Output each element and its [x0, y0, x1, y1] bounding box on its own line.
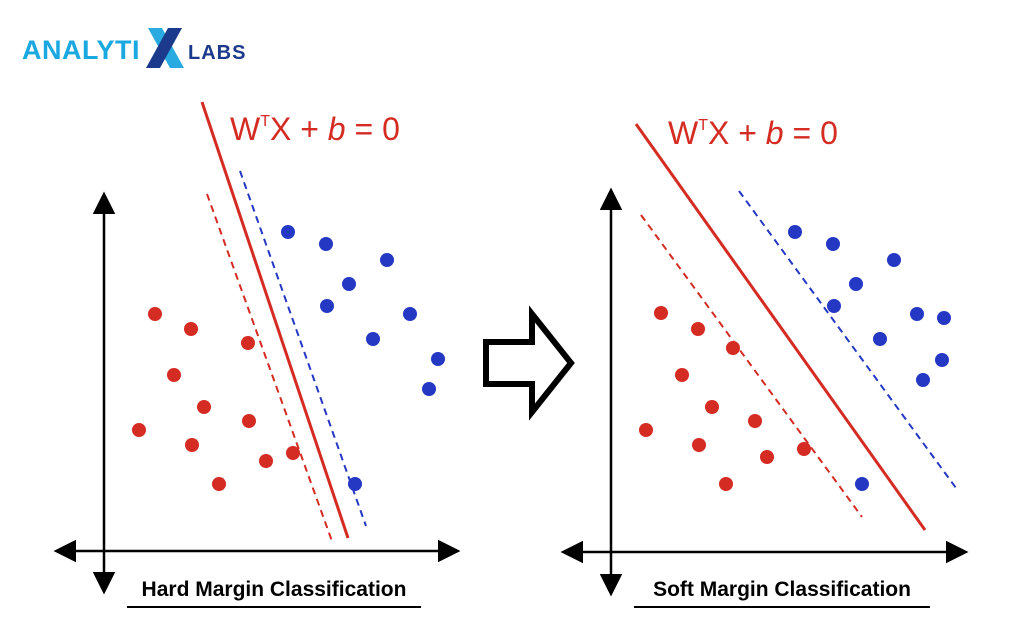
data-point [241, 336, 255, 350]
data-point [691, 322, 705, 336]
hard-margin-caption: Hard Margin Classification [127, 576, 421, 608]
data-point [654, 306, 668, 320]
logo-x-mark-icon [146, 28, 184, 68]
data-point [797, 442, 811, 456]
data-point [639, 423, 653, 437]
data-point [286, 446, 300, 460]
data-point [366, 332, 380, 346]
data-point [132, 423, 146, 437]
data-point [675, 368, 689, 382]
logo-text-right: LABS [188, 42, 246, 64]
soft-hyperplane [634, 123, 927, 531]
data-point [422, 382, 436, 396]
analytix-labs-logo: ANALYTI LABS [22, 28, 246, 68]
data-point [148, 307, 162, 321]
data-point [887, 253, 901, 267]
data-point [910, 307, 924, 321]
data-point [935, 353, 949, 367]
hard-class-a-points [132, 307, 300, 491]
soft-margin-red [640, 214, 863, 518]
hard-hyperplane [200, 101, 350, 539]
data-point [197, 400, 211, 414]
data-point [403, 307, 417, 321]
data-point [184, 322, 198, 336]
hard-class-b-points [281, 225, 445, 491]
data-point [348, 477, 362, 491]
data-point [705, 400, 719, 414]
data-point [748, 414, 762, 428]
data-point [242, 414, 256, 428]
soft-class-b-points [788, 225, 951, 491]
data-point [788, 225, 802, 239]
data-point [873, 332, 887, 346]
hard-margin-red [206, 193, 334, 545]
data-point [937, 311, 951, 325]
right-arrow-outline-icon [483, 305, 575, 421]
data-point [259, 454, 273, 468]
data-point [719, 477, 733, 491]
data-point [760, 450, 774, 464]
data-point [431, 352, 445, 366]
data-point [281, 225, 295, 239]
data-point [827, 299, 841, 313]
data-point [320, 299, 334, 313]
hard-margin-blue [239, 170, 367, 527]
data-point [380, 253, 394, 267]
data-point [212, 477, 226, 491]
soft-class-a-points [639, 306, 811, 491]
soft-margin-panel: WTX + b = 0 [560, 115, 969, 597]
soft-equation: WTX + b = 0 [668, 115, 838, 151]
hard-equation: WTX + b = 0 [230, 111, 400, 147]
data-point [342, 277, 356, 291]
data-point [855, 477, 869, 491]
data-point [319, 237, 333, 251]
logo-text-left: ANALYTI [22, 35, 140, 65]
data-point [185, 438, 199, 452]
data-point [849, 277, 863, 291]
data-point [826, 237, 840, 251]
hard-margin-panel: WTX + b = 0 [53, 101, 461, 595]
data-point [167, 368, 181, 382]
soft-margin-blue [738, 190, 957, 489]
soft-margin-caption: Soft Margin Classification [634, 576, 930, 608]
data-point [726, 341, 740, 355]
data-point [692, 438, 706, 452]
data-point [916, 373, 930, 387]
